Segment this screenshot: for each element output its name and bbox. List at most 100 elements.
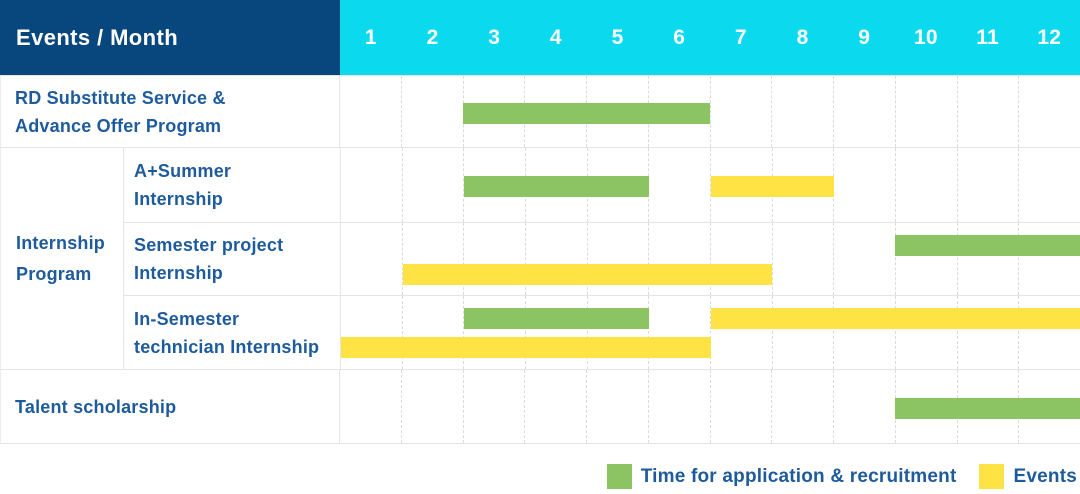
table-row: RD Substitute Service & Advance Offer Pr… <box>1 75 1080 147</box>
month-grid-cell <box>711 370 773 443</box>
label-line: Internship <box>134 189 224 209</box>
table-header-row: Events / Month 1 2 3 4 5 6 7 8 9 10 11 12 <box>0 0 1080 75</box>
application-recruitment-bar <box>464 308 649 329</box>
events-bar <box>341 337 711 358</box>
legend-item-events: Events <box>979 464 1077 489</box>
chart-row-rd-substitute <box>340 76 1080 147</box>
month-header-10: 10 <box>914 25 938 49</box>
chart-row-a-summer-internship <box>341 148 1080 222</box>
legend-item-application-recruitment: Time for application & recruitment <box>606 464 957 489</box>
month-grid-cell <box>896 76 958 147</box>
month-header-2: 2 <box>426 25 439 49</box>
month-grid-cell <box>896 148 958 222</box>
gantt-table: Events / Month 1 2 3 4 5 6 7 8 9 10 11 12 RD Substi… <box>0 0 1080 444</box>
month-grid-cell <box>526 296 588 369</box>
row-label-a-summer-internship: A+Summer Internship <box>124 148 341 222</box>
month-grid-cell <box>896 223 958 295</box>
month-grid-cell <box>834 223 897 295</box>
month-grid-cell <box>341 148 403 222</box>
chart-row-semester-project-internship <box>341 223 1080 295</box>
application-recruitment-bar <box>895 397 1080 419</box>
month-grid-cell <box>958 223 1020 295</box>
application-recruitment-bar <box>463 102 710 124</box>
month-grid-cell <box>1019 76 1080 147</box>
events-bar <box>402 264 773 285</box>
month-grid-cell <box>402 76 464 147</box>
label-line: Talent scholarship <box>15 396 177 417</box>
month-grid-cell <box>711 76 773 147</box>
label-line: A+Summer <box>134 161 232 181</box>
label-line: Internship <box>134 263 224 283</box>
month-grid-cell <box>1019 296 1080 369</box>
month-grid-cell <box>341 223 403 295</box>
month-grid-cell <box>649 296 712 369</box>
month-grid-cell <box>649 370 711 443</box>
month-header-3: 3 <box>488 25 501 49</box>
month-header-12: 12 <box>1037 25 1062 49</box>
month-grid-cell <box>649 148 712 222</box>
legend-swatch-yellow <box>979 464 1005 489</box>
chart-row-in-semester-technician-internship <box>341 296 1080 369</box>
application-recruitment-bar <box>464 176 649 197</box>
application-recruitment-bar <box>895 235 1080 256</box>
events-month-header: Events / Month <box>0 0 340 75</box>
row-label-in-semester-technician-internship: In-Semester technician Internship <box>124 296 341 369</box>
month-grid-cell <box>958 296 1020 369</box>
month-grid-cell <box>1019 148 1080 222</box>
label-line: Internship <box>16 232 106 253</box>
month-grid-cell <box>525 370 587 443</box>
month-header-5: 5 <box>611 25 624 49</box>
month-grid-cell <box>526 223 588 295</box>
month-header-7: 7 <box>734 25 747 49</box>
month-header-1: 1 <box>364 25 377 49</box>
month-grid-cell <box>403 296 465 369</box>
table-row: Semester project Internship <box>124 222 1080 295</box>
events-bar <box>710 308 1080 329</box>
month-header-row: 1 2 3 4 5 6 7 8 9 10 11 12 <box>340 0 1080 75</box>
month-grid-cell <box>773 223 835 295</box>
month-grid-cell <box>772 370 834 443</box>
table-row: Talent scholarship <box>1 369 1080 443</box>
month-grid-cell <box>773 296 835 369</box>
legend-label: Time for application & recruitment <box>640 465 957 487</box>
label-line: Advance Offer Program <box>15 115 222 136</box>
events-bar <box>710 176 834 197</box>
month-grid-cell <box>834 148 897 222</box>
month-header-11: 11 <box>976 25 999 49</box>
month-grid-cell <box>649 223 712 295</box>
month-grid-cell <box>402 370 464 443</box>
table-row: In-Semester technician Internship <box>124 295 1080 369</box>
month-grid-cell <box>403 223 465 295</box>
label-line: Semester project <box>134 235 284 255</box>
month-grid-cell <box>341 296 403 369</box>
table-body: RD Substitute Service & Advance Offer Pr… <box>0 75 1080 443</box>
month-header-6: 6 <box>673 25 686 49</box>
month-grid-cell <box>588 223 650 295</box>
month-grid-cell <box>834 296 897 369</box>
row-label-talent-scholarship: Talent scholarship <box>1 370 340 443</box>
month-grid-cell <box>958 76 1020 147</box>
month-header-4: 4 <box>549 25 562 49</box>
legend-label: Events <box>1013 465 1077 487</box>
month-grid-cell <box>588 296 650 369</box>
label-line: Program <box>16 263 92 284</box>
legend: Time for application & recruitment Event… <box>0 464 1080 489</box>
month-grid-cell <box>649 76 711 147</box>
label-line: technician Internship <box>134 336 320 357</box>
month-grid-cell <box>464 370 526 443</box>
month-header-9: 9 <box>858 25 871 49</box>
month-grid-cell <box>958 148 1020 222</box>
label-line: In-Semester <box>134 308 240 329</box>
month-grid-cell <box>464 296 527 369</box>
table-row: A+Summer Internship <box>124 148 1080 222</box>
month-grid-cell <box>1019 223 1080 295</box>
row-label-semester-project-internship: Semester project Internship <box>124 223 341 295</box>
row-label-rd-substitute: RD Substitute Service & Advance Offer Pr… <box>1 76 340 147</box>
legend-swatch-green <box>606 464 632 489</box>
label-line: RD Substitute Service & <box>15 87 226 108</box>
month-grid-cell <box>340 370 402 443</box>
month-grid-cell <box>772 76 834 147</box>
month-grid-cell <box>711 296 773 369</box>
month-grid-cell <box>773 148 835 222</box>
internship-program-group: Internship Program A+Summer Internship S… <box>1 147 1080 369</box>
